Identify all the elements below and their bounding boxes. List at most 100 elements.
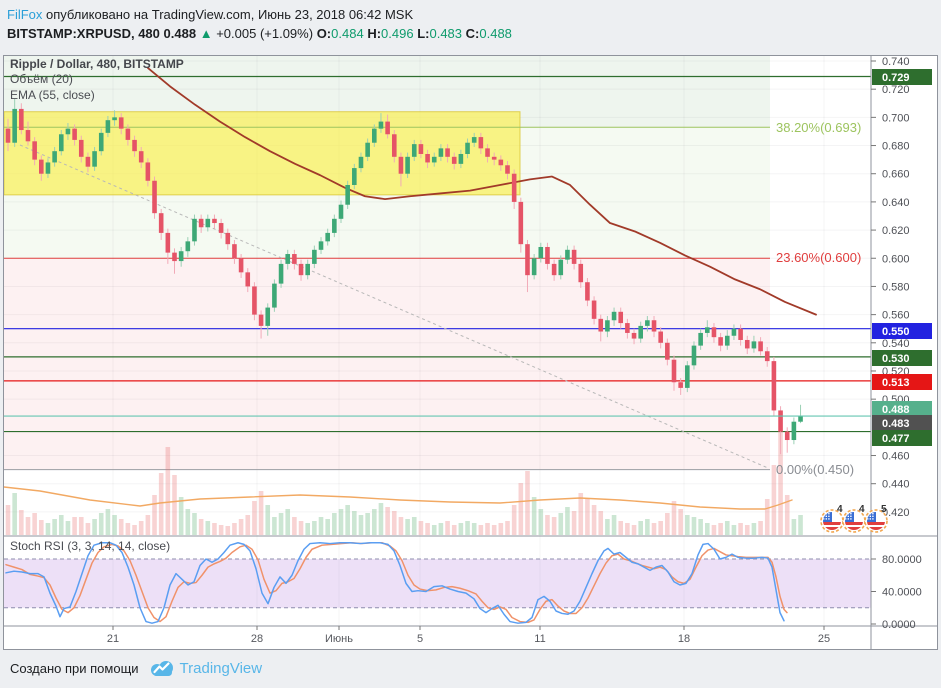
chart-title[interactable]: Ripple / Dollar, 480, BITSTAMP xyxy=(10,57,184,71)
volume-bar xyxy=(245,515,251,535)
candle-body xyxy=(65,128,71,135)
price-badge-label: 0.483 xyxy=(882,418,910,430)
candle-body xyxy=(332,218,337,233)
volume-bar xyxy=(45,523,51,535)
candle-body xyxy=(52,151,57,163)
candle-body xyxy=(98,132,104,152)
volume-bar xyxy=(645,519,650,535)
price-badge xyxy=(872,350,932,366)
symbol-label[interactable]: BITSTAMP:XRPUSD, 480 xyxy=(7,26,160,41)
low-label: L: xyxy=(417,26,430,41)
volume-bar xyxy=(205,521,211,535)
volume-bar xyxy=(338,509,344,535)
candle-body xyxy=(105,120,111,133)
candle-body xyxy=(751,341,757,349)
candle-body xyxy=(345,184,350,205)
candle-body xyxy=(85,156,91,167)
tradingview-brand-link[interactable]: TradingView xyxy=(179,659,263,677)
price-tick-label: 0.680 xyxy=(882,141,910,153)
candle-body xyxy=(798,416,803,422)
volume-bar xyxy=(158,473,164,535)
candle-body xyxy=(138,151,144,163)
candle-body xyxy=(178,251,184,262)
volume-bar xyxy=(178,497,184,535)
candle-body xyxy=(385,121,390,135)
stoch-rsi-label[interactable]: Stoch RSI (3, 3, 14, 14, close) xyxy=(10,539,171,553)
candle-body xyxy=(665,342,670,360)
candle-body xyxy=(558,259,564,276)
candle-body xyxy=(258,314,264,326)
volume-indicator-label[interactable]: Объём (20) xyxy=(10,72,73,86)
volume-bar xyxy=(784,495,790,535)
volume-bar xyxy=(545,515,550,535)
candle-body xyxy=(398,156,404,174)
volume-bar xyxy=(751,523,757,535)
volume-bar xyxy=(398,517,404,535)
ema-indicator-label[interactable]: EMA (55, close) xyxy=(10,88,95,102)
volume-bar xyxy=(691,517,697,535)
volume-bar xyxy=(651,523,657,535)
candle-body xyxy=(405,156,410,174)
volume-bar xyxy=(78,517,84,535)
candle-body xyxy=(418,144,424,154)
volume-bar xyxy=(665,513,670,535)
candle-body xyxy=(505,165,510,174)
candle-body xyxy=(698,332,703,346)
tradingview-logo-icon[interactable] xyxy=(149,658,175,678)
candle-body xyxy=(352,168,357,185)
volume-bar xyxy=(352,511,357,535)
time-tick-label: 28 xyxy=(251,633,263,645)
volume-bar xyxy=(598,511,604,535)
candle-body xyxy=(778,410,783,432)
volume-ma-line xyxy=(3,486,793,510)
volume-bar xyxy=(265,505,271,535)
chart-canvas[interactable]: 0.740 0.720 0.700 0.680 0.660 0.640 0.620 0.600… xyxy=(0,55,941,650)
candle-body xyxy=(578,263,584,283)
volume-bar xyxy=(238,519,244,535)
volume-bar xyxy=(72,517,77,535)
candle-body xyxy=(32,141,37,160)
volume-bar xyxy=(52,519,57,535)
event-flag-icon[interactable]: 4 xyxy=(820,504,844,533)
event-flag-icon[interactable]: 5 xyxy=(864,504,888,533)
price-tick-label: 0.660 xyxy=(882,169,910,181)
price-tick-label: 0.740 xyxy=(882,56,910,68)
candle-body xyxy=(12,108,17,143)
close-label: C: xyxy=(465,26,480,41)
price-tick-label: 0.420 xyxy=(882,507,910,519)
price-badge-label: 0.513 xyxy=(882,377,910,389)
event-flag-icon[interactable]: 4 xyxy=(842,504,866,533)
candle-body xyxy=(112,117,117,121)
candle-body xyxy=(378,121,384,129)
volume-bar xyxy=(485,523,490,535)
candle-body xyxy=(691,345,697,366)
price-tick-label: 0.540 xyxy=(882,338,910,350)
author-link[interactable]: FilFox xyxy=(7,7,43,22)
volume-bar xyxy=(611,515,617,535)
volume-bar xyxy=(525,471,530,535)
candle-body xyxy=(458,153,464,164)
volume-bar xyxy=(411,517,417,535)
volume-bar xyxy=(325,519,330,535)
candle-body xyxy=(192,218,197,242)
candle-body xyxy=(491,156,497,160)
created-with-text: Создано при помощи xyxy=(10,660,139,676)
open-label: O: xyxy=(316,26,332,41)
volume-bar xyxy=(85,523,91,535)
candle-body xyxy=(165,232,171,253)
volume-bar xyxy=(764,499,770,535)
candle-body xyxy=(118,117,124,129)
candle-body xyxy=(451,156,457,164)
volume-bar xyxy=(778,431,783,535)
volume-bar xyxy=(451,525,457,535)
candle-body xyxy=(158,213,164,233)
volume-bar xyxy=(312,521,317,535)
candle-body xyxy=(678,382,683,388)
candle-body xyxy=(478,137,484,149)
time-tick-label: 25 xyxy=(818,633,830,645)
volume-bar xyxy=(678,509,683,535)
volume-bar xyxy=(118,519,124,535)
volume-bar xyxy=(252,501,257,535)
volume-bar xyxy=(378,503,384,535)
price-badge-label: 0.477 xyxy=(882,433,910,445)
